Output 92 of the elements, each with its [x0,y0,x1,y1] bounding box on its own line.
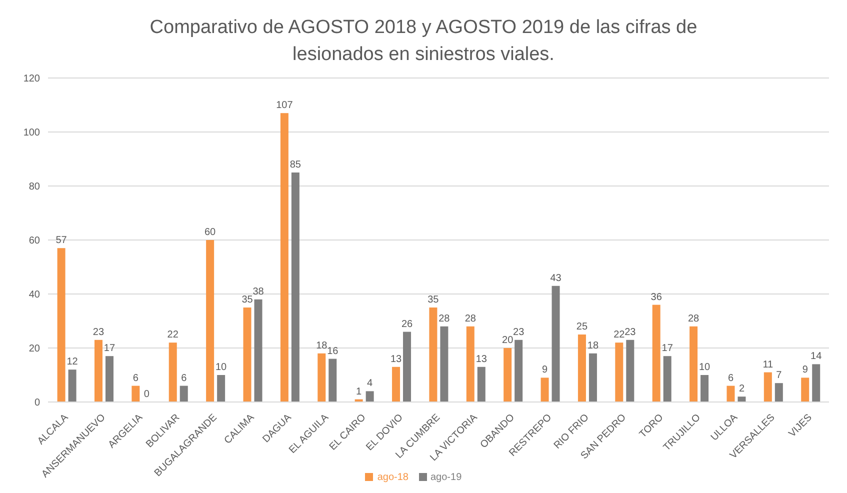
data-label: 22 [614,330,626,341]
bar [366,391,374,402]
bar [57,248,66,402]
data-label: 6 [132,372,139,384]
bar [429,308,438,402]
bar [168,342,177,402]
data-label: 9 [542,364,548,376]
bar [504,348,512,402]
bar [552,286,560,402]
data-label: 23 [92,326,104,338]
data-label: 10 [698,362,711,373]
bar [254,299,262,402]
legend-label: ago-18 [377,472,408,483]
bar [206,240,214,402]
data-label: 9 [802,364,808,376]
data-label: 60 [204,227,216,238]
data-label: 85 [290,160,302,170]
bar [588,353,597,402]
bar [291,172,300,402]
bar [105,356,114,402]
bar [514,340,523,402]
bar [328,358,337,402]
data-label: 16 [327,346,339,357]
bar [700,375,709,402]
data-label: 23 [513,326,525,338]
data-label: 23 [624,326,636,338]
data-label: 2 [738,384,745,395]
data-label: 1 [356,386,362,398]
y-tick-label: 60 [28,236,40,247]
data-label: 35 [428,294,440,306]
y-tick-label: 0 [34,398,40,409]
bar [477,366,486,402]
data-label: 6 [728,372,734,384]
data-label: 35 [242,294,254,306]
bar [318,353,326,402]
data-label: 22 [167,330,179,341]
bar [690,326,698,402]
y-tick-label: 100 [23,128,40,139]
bar [180,386,188,402]
bar [217,375,226,402]
data-label: 28 [464,313,476,324]
data-label: 28 [688,313,700,324]
legend-label: ago-19 [430,472,462,483]
bar [726,386,735,402]
bar [812,364,820,402]
y-tick-label: 20 [28,344,40,355]
data-label: 4 [367,378,374,390]
data-label: 13 [476,354,488,365]
bar [663,356,672,402]
data-label: 12 [66,356,78,368]
bar [68,370,76,402]
data-label: 36 [650,292,662,303]
bar [94,340,102,402]
data-label: 11 [762,359,774,370]
data-label: 10 [215,362,228,373]
y-tick-label: 40 [28,290,40,301]
data-label: 26 [401,318,414,330]
y-tick-label: 120 [23,74,40,85]
bar [403,332,412,402]
data-label: 14 [810,351,822,362]
bar [738,396,746,402]
data-label: 38 [252,286,264,298]
bar [652,304,660,402]
data-label: 25 [576,322,588,332]
data-label: 43 [550,272,562,284]
y-tick-label: 80 [28,182,40,193]
chart-title: Comparativo de AGOSTO 2018 y AGOSTO 2019 de las cifras de lesionados en siniestros viales. [148,16,698,67]
data-label: 6 [181,372,188,384]
data-label: 18 [587,340,599,352]
data-label: 7 [776,370,782,382]
data-label: 57 [56,235,68,246]
data-label: 0 [144,389,150,400]
data-label: 28 [438,313,450,324]
bar [243,308,252,402]
bar [774,383,783,402]
bar [280,113,288,402]
data-label: 17 [662,343,674,354]
bar [801,378,810,402]
bar [132,386,140,402]
bar [626,340,634,402]
bar [764,372,772,402]
bar [440,326,448,402]
bar [578,334,586,402]
data-label: 13 [390,354,402,365]
bar [615,342,624,402]
data-label: 18 [316,340,328,352]
bar [540,378,549,402]
bar [466,326,474,402]
data-label: 107 [276,100,294,112]
bar [392,366,400,402]
data-label: 17 [104,343,116,354]
data-label: 20 [502,335,514,346]
